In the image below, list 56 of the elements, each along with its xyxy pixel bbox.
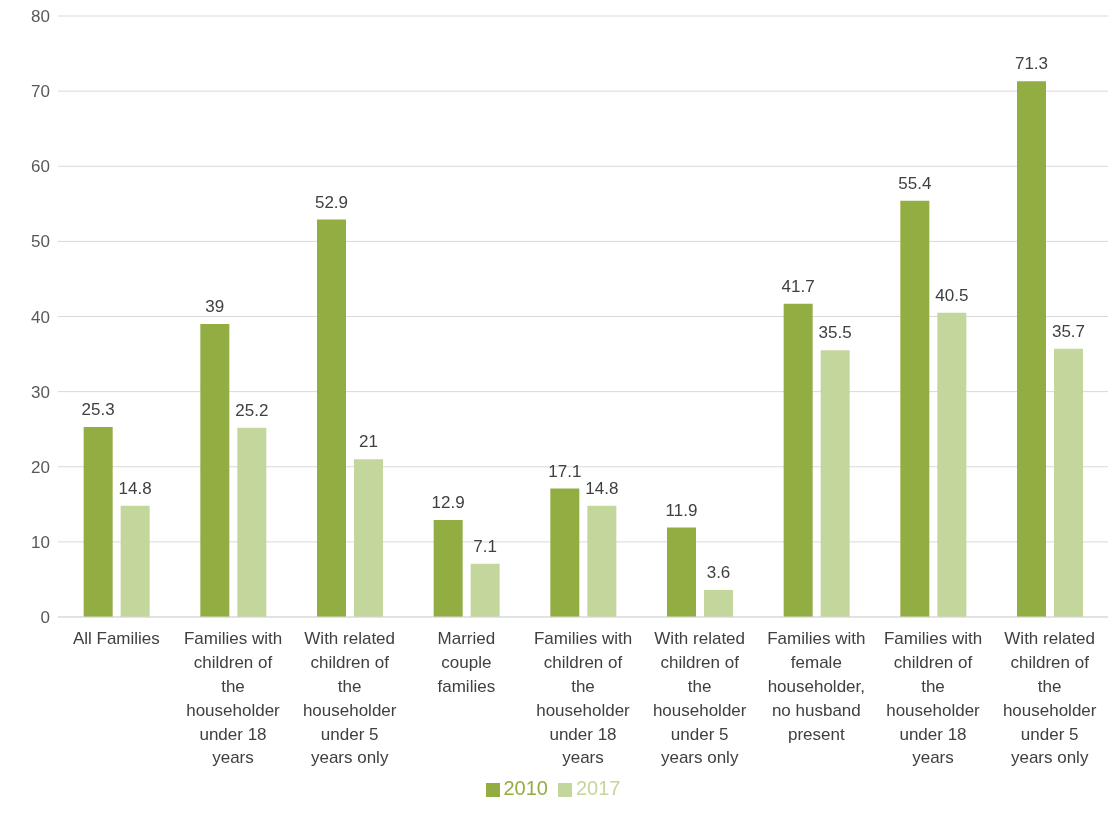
bar (900, 200, 930, 617)
data-label: 25.3 (81, 399, 115, 419)
data-label: 11.9 (665, 500, 698, 520)
x-tick-label: All Families (72, 629, 160, 649)
data-label: 35.5 (818, 323, 852, 343)
bar (470, 563, 500, 617)
y-tick-label: 0 (40, 608, 50, 628)
bar (1017, 81, 1046, 617)
data-label: 21 (359, 432, 378, 452)
legend-label: 2017 (576, 777, 621, 799)
data-label: 40.5 (935, 285, 969, 305)
bar (354, 459, 383, 617)
data-label: 41.7 (781, 276, 815, 296)
y-tick-label: 20 (31, 457, 50, 477)
x-tick-label: Families with female householder, no husband present (767, 629, 866, 744)
bar (120, 505, 150, 617)
y-tick-label: 50 (31, 232, 50, 252)
x-tick-label: With related children of the householder under 5 years only (1002, 629, 1097, 768)
data-label: 17.1 (548, 461, 582, 481)
x-tick-label: With related children of the householder under 5 years only (302, 629, 397, 768)
bar (200, 324, 230, 617)
data-label: 52.9 (314, 192, 349, 212)
y-tick-label: 70 (31, 82, 50, 102)
bar (783, 303, 813, 617)
data-label: 3.6 (706, 562, 731, 582)
data-label: 71.3 (1014, 54, 1049, 74)
y-tick-label: 10 (31, 532, 50, 552)
data-label: 14.8 (585, 478, 619, 498)
data-label: 12.9 (431, 493, 465, 513)
data-label: 7.1 (473, 536, 497, 556)
bar (937, 312, 967, 617)
bar (704, 589, 733, 617)
y-tick-label: 40 (31, 307, 50, 327)
bar (83, 426, 113, 617)
data-label: 14.8 (118, 478, 152, 498)
legend-label: 2010 (503, 777, 548, 799)
data-label: 25.2 (235, 400, 269, 420)
data-label: 39 (205, 297, 225, 317)
bar (433, 520, 463, 617)
bar (587, 505, 617, 617)
y-tick-label: 30 (31, 382, 50, 402)
bar (667, 527, 696, 617)
y-tick-label: 60 (31, 157, 50, 177)
x-tick-label: Married couple families (437, 629, 496, 696)
bar (820, 350, 850, 617)
x-tick-label: Families with children of the householder under 18 years (883, 629, 983, 768)
bar (1054, 348, 1083, 617)
data-label: 55.4 (898, 173, 932, 193)
bar (237, 427, 267, 617)
y-tick-label: 80 (31, 7, 50, 27)
bar (317, 219, 346, 617)
x-tick-label: With related children of the householder under 5 years only (652, 629, 747, 768)
x-tick-label: Families with children of the householder under 18 years (533, 629, 633, 768)
data-label: 35.7 (1051, 321, 1086, 341)
x-tick-label: Families with children of the householder under 18 years (183, 629, 283, 768)
bar (550, 488, 580, 617)
